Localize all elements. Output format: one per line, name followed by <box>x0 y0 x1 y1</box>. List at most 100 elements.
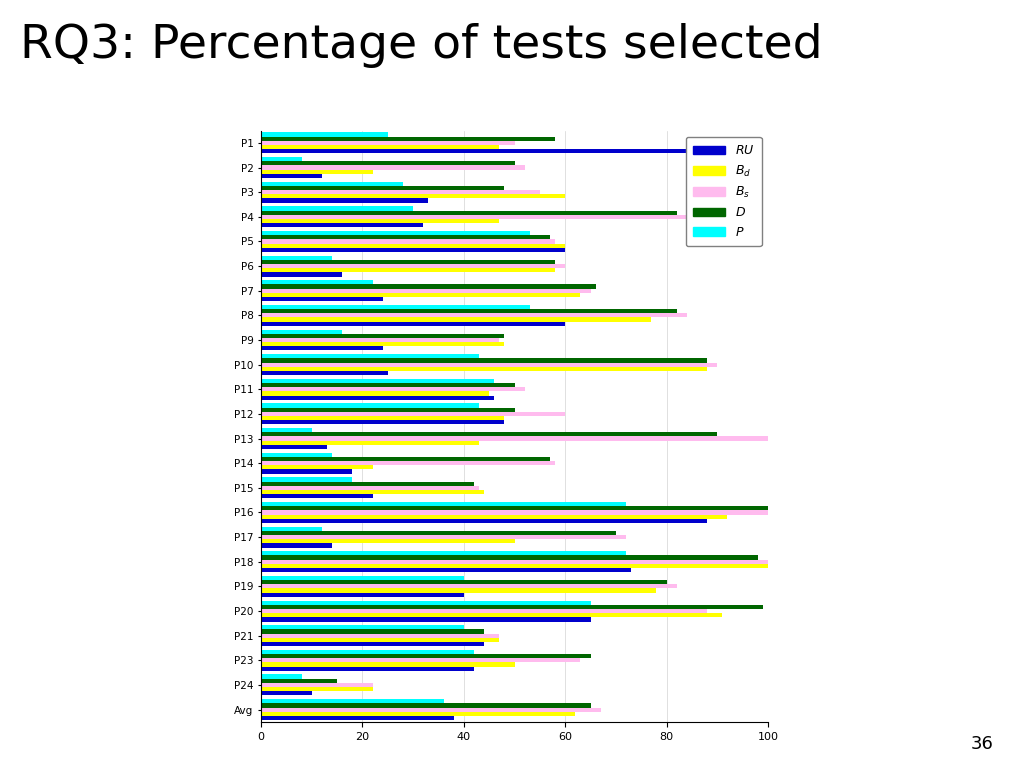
Bar <box>261 293 581 297</box>
Bar <box>261 428 311 432</box>
Bar <box>261 379 495 383</box>
Bar <box>261 322 565 326</box>
Bar <box>261 219 500 223</box>
Bar <box>261 531 616 535</box>
Bar <box>261 564 768 568</box>
Bar <box>261 515 727 518</box>
Legend: $RU$, $B_d$, $B_s$, $D$, $P$: $RU$, $B_d$, $B_s$, $D$, $P$ <box>686 137 762 246</box>
Bar <box>261 297 383 301</box>
Bar <box>261 273 342 276</box>
Bar <box>261 663 515 667</box>
Text: 36: 36 <box>971 735 993 753</box>
Bar <box>261 576 464 580</box>
Bar <box>261 338 500 342</box>
Bar <box>261 535 626 539</box>
Bar <box>261 268 555 273</box>
Bar <box>261 469 352 474</box>
Bar <box>261 494 373 498</box>
Bar <box>261 436 768 441</box>
Bar <box>261 551 626 555</box>
Bar <box>261 346 383 350</box>
Bar <box>261 260 555 264</box>
Bar <box>261 256 332 260</box>
Bar <box>261 511 768 515</box>
Bar <box>261 650 474 654</box>
Bar <box>261 359 708 362</box>
Bar <box>261 334 505 338</box>
Bar <box>261 580 667 584</box>
Bar <box>261 716 454 720</box>
Bar <box>261 383 515 387</box>
Bar <box>261 609 708 613</box>
Bar <box>261 194 565 198</box>
Bar <box>261 264 565 268</box>
Bar <box>261 149 758 154</box>
Bar <box>261 174 322 178</box>
Bar <box>261 317 651 322</box>
Bar <box>261 367 708 371</box>
Bar <box>261 674 302 679</box>
Bar <box>261 654 591 658</box>
Bar <box>261 457 550 461</box>
Bar <box>261 506 768 511</box>
Bar <box>261 305 529 309</box>
Bar <box>261 604 763 609</box>
Bar <box>261 362 718 367</box>
Bar <box>261 161 515 165</box>
Bar <box>261 403 479 408</box>
Bar <box>261 584 677 588</box>
Bar <box>261 207 414 210</box>
Bar <box>261 342 505 346</box>
Bar <box>261 408 515 412</box>
Bar <box>261 248 565 252</box>
Bar <box>261 465 373 469</box>
Bar <box>261 198 428 203</box>
Bar <box>261 223 423 227</box>
Bar <box>261 387 524 392</box>
Bar <box>261 445 327 449</box>
Bar <box>261 243 565 248</box>
Bar <box>261 679 337 683</box>
Bar <box>261 518 708 523</box>
Bar <box>261 313 687 317</box>
Bar <box>261 527 322 531</box>
Bar <box>261 555 758 560</box>
Bar <box>261 502 626 506</box>
Bar <box>261 182 403 186</box>
Bar <box>261 416 505 420</box>
Bar <box>261 231 529 235</box>
Bar <box>261 703 591 707</box>
Bar <box>261 601 591 604</box>
Bar <box>261 170 373 174</box>
Bar <box>261 371 388 375</box>
Bar <box>261 329 342 334</box>
Bar <box>261 490 484 494</box>
Bar <box>261 145 500 149</box>
Bar <box>261 593 464 597</box>
Bar <box>261 482 474 485</box>
Text: RQ3: Percentage of tests selected: RQ3: Percentage of tests selected <box>20 23 823 68</box>
Bar <box>261 485 479 490</box>
Bar <box>261 687 373 691</box>
Bar <box>261 441 479 445</box>
Bar <box>261 396 495 400</box>
Bar <box>261 284 596 289</box>
Bar <box>261 658 581 663</box>
Bar <box>261 699 443 703</box>
Bar <box>261 432 718 436</box>
Bar <box>261 137 555 141</box>
Bar <box>261 544 332 548</box>
Bar <box>261 667 474 670</box>
Bar <box>261 309 677 313</box>
Bar <box>261 354 479 359</box>
Bar <box>261 240 555 243</box>
Bar <box>261 539 515 544</box>
Bar <box>261 642 484 646</box>
Bar <box>261 617 591 621</box>
Bar <box>261 132 388 137</box>
Bar <box>261 625 464 630</box>
Bar <box>261 235 550 240</box>
Bar <box>261 392 489 396</box>
Bar <box>261 637 500 642</box>
Bar <box>261 289 591 293</box>
